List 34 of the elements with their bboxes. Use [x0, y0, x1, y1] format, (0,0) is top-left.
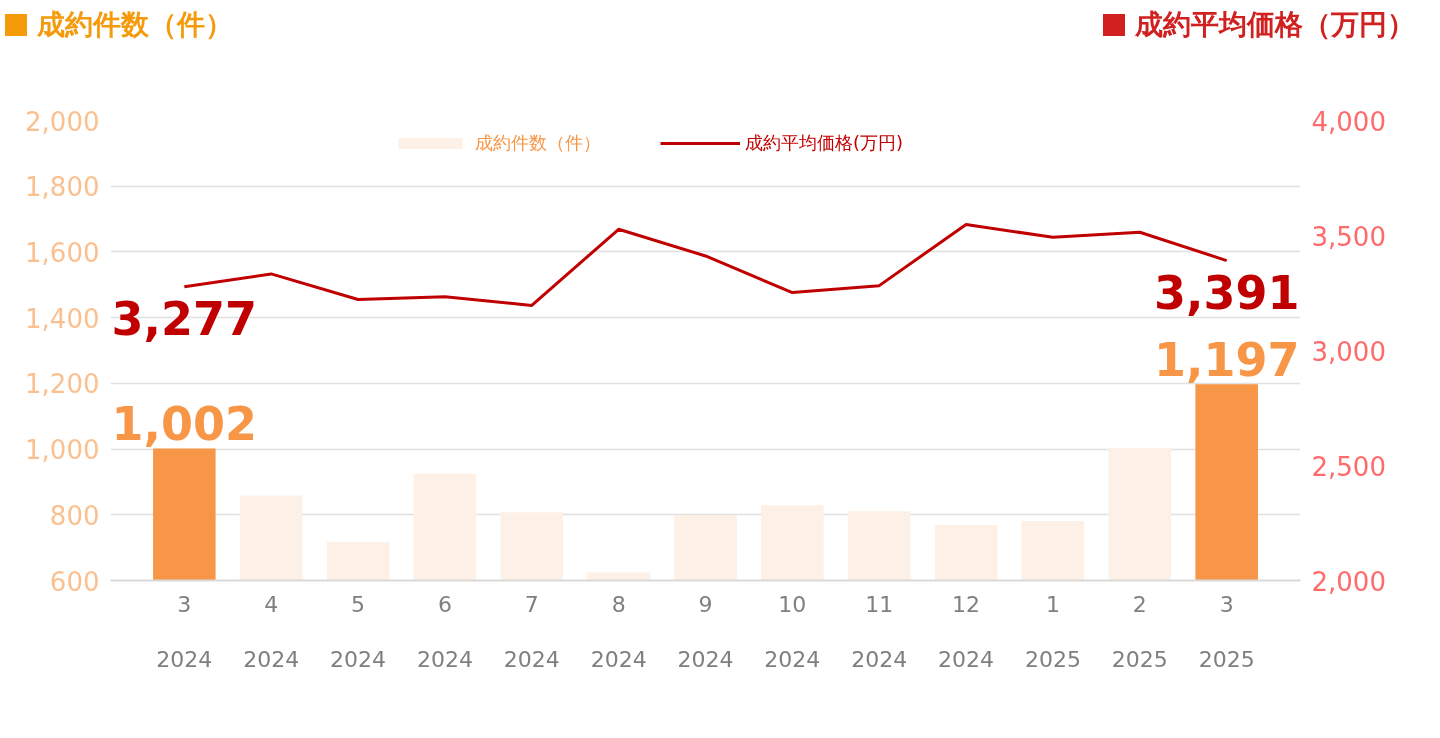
y-axis-title: 成約件数（件）	[36, 8, 233, 41]
data-label: 1,002	[111, 397, 258, 452]
y-tick-label: 2,000	[25, 106, 100, 137]
data-label: 3,277	[111, 291, 258, 346]
category-label: 1 2025	[1024, 591, 1081, 672]
category-label: 4 2024	[243, 591, 300, 672]
category-label: 8 2024	[590, 591, 647, 672]
y-tick-label: 1,800	[25, 172, 100, 203]
category-label: 6 2024	[416, 591, 473, 672]
y-tick-label: 1,400	[25, 303, 100, 334]
y-tick-label: 600	[49, 566, 100, 597]
y2-tick-label: 2,500	[1311, 451, 1386, 482]
category-label: 11 2024	[851, 591, 908, 672]
y2-axis-title: 成約平均価格（万円）	[1135, 8, 1415, 41]
y-tick-label: 1,200	[25, 369, 100, 400]
y-tick-label: 1,600	[25, 237, 100, 268]
y2-tick-label: 3,000	[1311, 336, 1386, 367]
legend-label: 成約件数（件）	[475, 131, 601, 155]
data-label: 1,197	[1153, 333, 1300, 388]
y2-tick-label: 3,500	[1311, 221, 1386, 252]
y2-tick-label: 4,000	[1311, 106, 1386, 137]
category-label: 7 2024	[503, 591, 560, 672]
category-label: 12 2024	[938, 591, 995, 672]
data-label: 3,391	[1153, 265, 1300, 320]
y2-tick-label: 2,000	[1311, 566, 1386, 597]
y-tick-label: 800	[49, 500, 100, 531]
category-label: 9 2024	[677, 591, 734, 672]
category-label: 3 2024	[156, 591, 213, 672]
category-label: 2 2025	[1111, 591, 1168, 672]
category-label: 10 2024	[764, 591, 821, 672]
category-label: 5 2024	[330, 591, 387, 672]
y-tick-label: 1,000	[25, 435, 100, 466]
category-label: 3 2025	[1198, 591, 1255, 672]
legend-label: 成約平均価格(万円)	[745, 131, 904, 155]
